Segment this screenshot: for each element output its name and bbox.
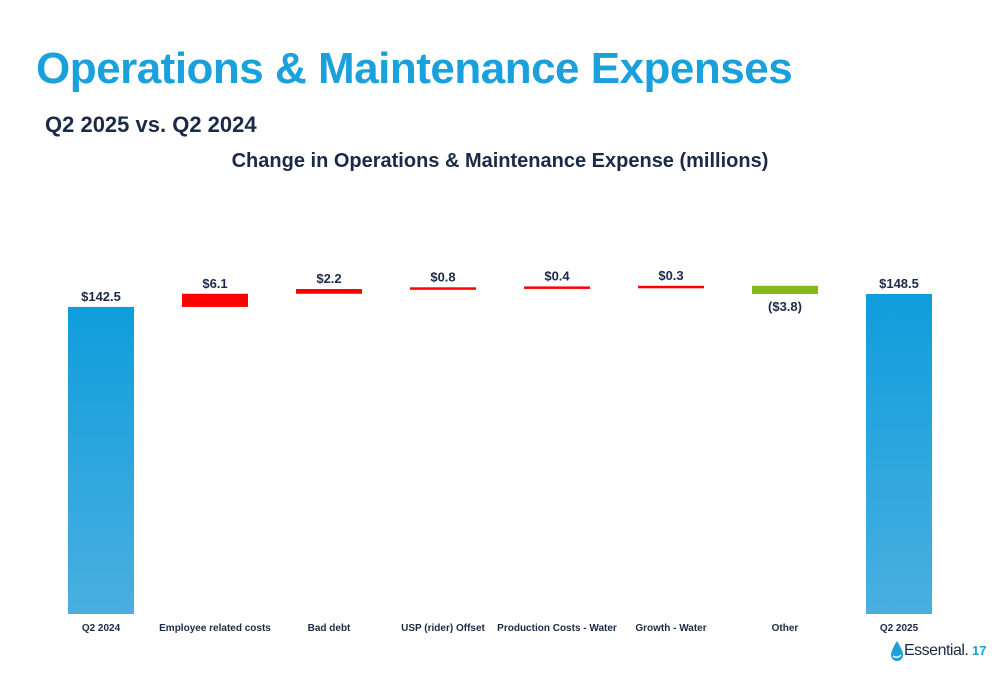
water-drop-icon <box>891 641 903 661</box>
slide-subtitle: Q2 2025 vs. Q2 2024 <box>45 112 257 137</box>
category-label: Q2 2024 <box>82 623 121 634</box>
chart-title: Change in Operations & Maintenance Expen… <box>231 150 769 172</box>
data-label: $6.1 <box>202 276 227 291</box>
bar-production-costs-water <box>524 286 590 289</box>
bar-other <box>752 285 818 294</box>
slide-title: Operations & Maintenance Expenses <box>36 44 793 93</box>
data-label: $148.5 <box>879 276 919 291</box>
category-label: Production Costs - Water <box>497 623 617 634</box>
data-label: $142.5 <box>81 289 121 304</box>
category-label: Q2 2025 <box>880 623 919 634</box>
data-label: ($3.8) <box>768 299 802 314</box>
category-label: Bad debt <box>308 623 351 634</box>
bar-usp-rider-offset <box>410 287 476 290</box>
page-number: 17 <box>972 643 987 658</box>
bar-q2-2025 <box>866 293 932 614</box>
category-label: Other <box>772 623 799 634</box>
category-label: USP (rider) Offset <box>401 623 485 634</box>
bar-q2-2024 <box>68 306 134 614</box>
data-label: $0.3 <box>658 268 683 283</box>
bar-employee-related-costs <box>182 293 248 307</box>
bar-growth-water <box>638 285 704 289</box>
data-label: $0.8 <box>430 269 455 284</box>
bar-bad-debt <box>296 289 362 294</box>
category-label: Employee related costs <box>159 623 271 634</box>
category-label: Growth - Water <box>635 623 706 634</box>
data-label: $2.2 <box>316 271 341 286</box>
data-label: $0.4 <box>544 268 570 283</box>
essential-logo: Essential. <box>890 638 969 668</box>
logo-text: Essential. <box>904 642 969 659</box>
